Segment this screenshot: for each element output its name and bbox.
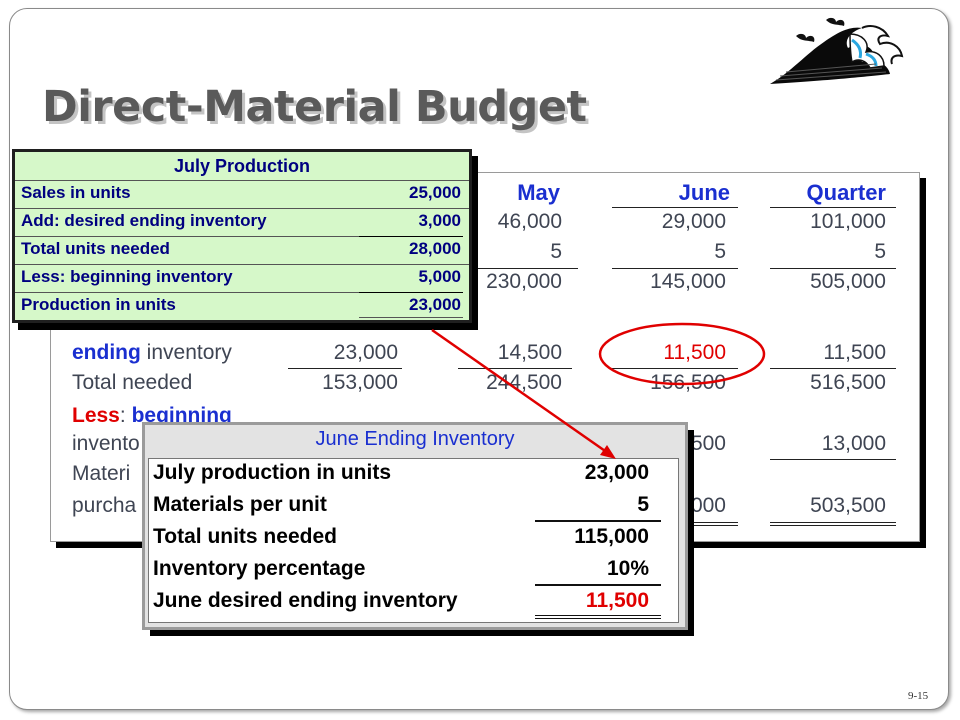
slide-number: 9-15 (908, 690, 929, 702)
header-underline-june (612, 207, 738, 208)
cell-quarter-r0: 101,000 (810, 210, 886, 233)
june-ending-title: June Ending Inventory (315, 428, 515, 450)
july-row-value-beginning: 5,000 (418, 267, 461, 286)
wave-icon (770, 17, 904, 84)
june-ending-inventory-box: June Ending Inventory July production in… (142, 422, 688, 630)
cell-june-r3-highlighted: 11,500 (663, 341, 726, 364)
cell-june-r8: 000 (690, 494, 726, 517)
july-row-value-production: 23,000 (409, 295, 461, 314)
cell-june-r4: 156,500 (650, 371, 726, 394)
june-total-rule (535, 584, 661, 586)
june-row-label-total-units: Total units needed (153, 525, 337, 548)
cell-quarter-r8: 503,500 (810, 494, 886, 517)
label-less: Less (72, 404, 120, 427)
rule-may-r1 (474, 268, 578, 269)
cell-june-r6: 500 (690, 432, 726, 455)
july-row-label-sales: Sales in units (21, 183, 131, 202)
row-label-purchases: purcha (72, 494, 137, 517)
cell-may-r4: 244,500 (486, 371, 562, 394)
header-underline-quarter (770, 207, 896, 208)
row-divider (15, 236, 359, 237)
label-beginning: beginning (131, 404, 232, 427)
cell-quarter-r2: 505,000 (810, 270, 886, 293)
rule-april-r3 (288, 368, 402, 369)
june-row-value-desired-ending: 11,500 (585, 589, 649, 612)
col-header-quarter: Quarter (806, 180, 886, 205)
row-divider (15, 208, 469, 209)
june-ending-table: July production in units 23,000 Material… (148, 458, 679, 623)
june-row-value-july-production: 23,000 (584, 461, 649, 484)
slide-title: Direct-Material Budget (42, 82, 587, 132)
row-divider (15, 180, 469, 181)
double-rule-top-june (690, 522, 738, 523)
june-row-value-materials-per-unit: 5 (637, 493, 649, 516)
june-subtotal-rule (535, 520, 661, 522)
june-double-rule-bottom (535, 618, 661, 619)
cell-june-r0: 29,000 (661, 210, 726, 233)
july-row-label-production: Production in units (21, 295, 176, 314)
june-row-label-july-production: July production in units (153, 461, 391, 484)
row-divider (15, 264, 469, 265)
july-row-label-total: Total units needed (21, 239, 170, 258)
rule-quarter-r3 (770, 368, 896, 369)
june-row-label-inventory-percentage: Inventory percentage (153, 557, 366, 580)
cell-may-r2: 230,000 (486, 270, 562, 293)
cell-may-r0: 46,000 (497, 210, 562, 233)
cell-quarter-r6: 13,000 (821, 432, 886, 455)
july-row-label-beginning: Less: beginning inventory (21, 267, 233, 286)
july-row-label-desired-ending: Add: desired ending inventory (21, 211, 267, 230)
row-label-inventory: invento (72, 432, 140, 455)
row-label-total-needed: Total needed (72, 371, 193, 394)
july-row-value-desired-ending: 3,000 (418, 211, 461, 230)
double-rule-bottom-june (690, 525, 738, 526)
rule-may-r3 (458, 368, 572, 369)
cell-may-r1: 5 (550, 240, 562, 263)
row-label-materials: Materi (72, 462, 131, 485)
cell-april-r3: 23,000 (333, 341, 398, 364)
cell-quarter-r1: 5 (874, 240, 886, 263)
june-row-value-inventory-percentage: 10% (606, 557, 649, 580)
cell-june-r2: 145,000 (650, 270, 726, 293)
cell-quarter-r4: 516,500 (810, 371, 886, 394)
cell-quarter-r3: 11,500 (823, 341, 886, 364)
july-bottom-rule (359, 317, 463, 318)
july-subtotal-rule (359, 236, 463, 237)
cell-may-r3: 14,500 (497, 341, 562, 364)
july-row-value-sales: 25,000 (409, 183, 461, 202)
june-row-label-materials-per-unit: Materials per unit (153, 493, 327, 516)
rule-june-r1 (612, 268, 738, 269)
rule-june-r3 (612, 368, 738, 369)
cell-april-r4: 153,000 (322, 371, 398, 394)
row-divider (15, 292, 359, 293)
rule-quarter-r6 (770, 459, 896, 460)
label-inventory: inventory (146, 341, 232, 364)
july-row-value-total: 28,000 (409, 239, 461, 258)
label-ending: ending (72, 341, 141, 364)
double-rule-bottom-quarter (770, 525, 896, 526)
july-production-box: July Production Sales in units 25,000 Ad… (12, 149, 472, 323)
june-row-label-desired-ending: June desired ending inventory (153, 589, 458, 612)
col-header-june: June (678, 180, 730, 205)
june-row-value-total-units: 115,000 (574, 525, 649, 548)
rule-quarter-r1 (770, 268, 896, 269)
cell-june-r1: 5 (714, 240, 726, 263)
july-total-rule (359, 292, 463, 293)
row-label-ending-inventory: ending inventory (72, 341, 232, 365)
july-production-title: July Production (173, 156, 310, 176)
double-rule-top-quarter (770, 522, 896, 523)
row-label-less-beginning: Less: beginning (72, 404, 232, 428)
col-header-may: May (517, 180, 560, 205)
label-colon: : (119, 404, 126, 427)
june-double-rule-top (535, 615, 661, 616)
